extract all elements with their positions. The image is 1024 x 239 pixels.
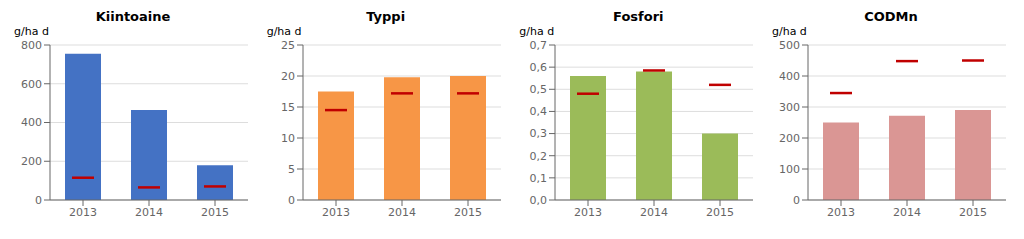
- svg-text:15: 15: [281, 101, 295, 114]
- html-text:g/ha d: g/ha d: [772, 25, 807, 38]
- svg-text:600: 600: [21, 78, 42, 91]
- svg-text:2014: 2014: [388, 206, 416, 219]
- html-text:g/ha d: g/ha d: [519, 25, 555, 38]
- svg-text:200: 200: [21, 155, 42, 168]
- html-text:Kiintoaine: Kiintoaine: [95, 9, 171, 24]
- svg-text:400: 400: [21, 116, 42, 129]
- svg-text:2013: 2013: [322, 206, 350, 219]
- svg-text:0,7: 0,7: [530, 39, 548, 52]
- html-text:g/ha d: g/ha d: [14, 25, 49, 38]
- svg-text:25: 25: [281, 39, 295, 52]
- svg-text:0,4: 0,4: [530, 105, 548, 118]
- svg-text:5: 5: [288, 163, 295, 176]
- svg-text:100: 100: [779, 163, 800, 176]
- svg-text:0,0: 0,0: [530, 194, 548, 207]
- svg-text:2014: 2014: [640, 206, 668, 219]
- svg-text:2015: 2015: [201, 206, 229, 219]
- svg-text:0,6: 0,6: [530, 61, 548, 74]
- html-text:Typpi: Typpi: [366, 9, 406, 24]
- svg-text:0,3: 0,3: [530, 127, 548, 140]
- svg-text:0,5: 0,5: [530, 83, 548, 96]
- svg-text:2015: 2015: [706, 206, 734, 219]
- svg-text:2014: 2014: [893, 206, 921, 219]
- html-text:CODMn: CODMn: [864, 9, 918, 24]
- svg-text:0: 0: [288, 194, 295, 207]
- svg-text:0: 0: [793, 194, 800, 207]
- svg-text:10: 10: [281, 132, 295, 145]
- svg-text:2013: 2013: [69, 206, 97, 219]
- svg-text:2013: 2013: [827, 206, 855, 219]
- svg-text:2013: 2013: [574, 206, 602, 219]
- svg-text:200: 200: [779, 132, 800, 145]
- svg-text:0,1: 0,1: [530, 172, 548, 185]
- html-text:Fosfori: Fosfori: [613, 9, 664, 24]
- svg-text:500: 500: [779, 39, 800, 52]
- svg-text:2015: 2015: [959, 206, 987, 219]
- html-text:g/ha d: g/ha d: [266, 25, 302, 38]
- svg-text:2015: 2015: [454, 206, 482, 219]
- svg-text:800: 800: [21, 39, 42, 52]
- svg-text:300: 300: [779, 101, 800, 114]
- svg-text:20: 20: [281, 70, 295, 83]
- svg-text:2014: 2014: [135, 206, 163, 219]
- svg-text:400: 400: [779, 70, 800, 83]
- svg-text:0: 0: [35, 194, 42, 207]
- svg-text:0,2: 0,2: [530, 150, 548, 163]
